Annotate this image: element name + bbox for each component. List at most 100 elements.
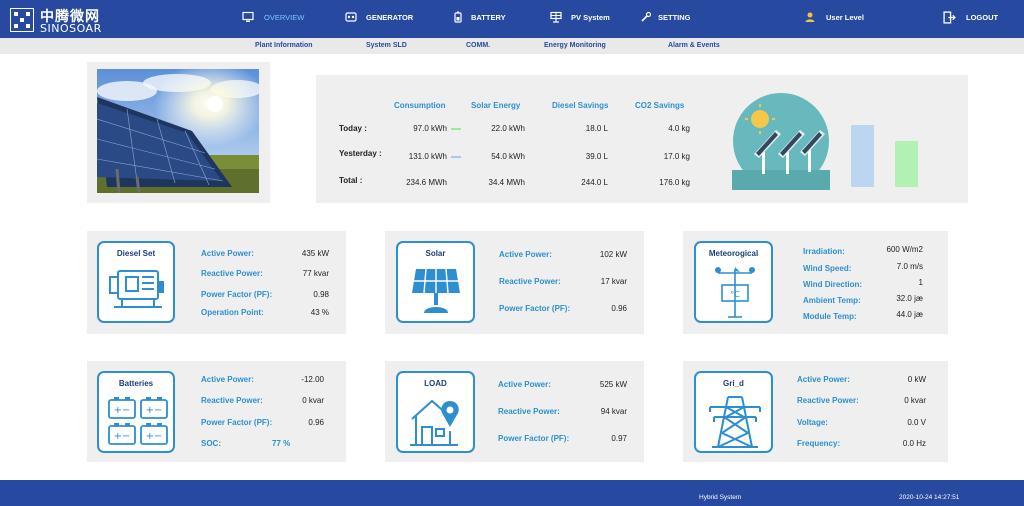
load-title: LOAD [424,379,447,388]
monitor-icon [242,11,254,22]
footer-system-name: Hybrid System [699,494,742,501]
load-panel: LOAD Active Power: 525 kW Reactive Power… [385,361,644,462]
energy-summary-panel: Consumption Solar Energy Diesel Savings … [316,75,968,203]
today-comparison-bar [895,141,918,187]
sinosoar-logo[interactable]: 中腾微网 SINOSOAR [10,6,110,35]
subnav-alarm-events[interactable]: Alarm & Events [668,42,720,49]
load-active-power-label: Active Power: [498,380,551,389]
today-legend-swatch [451,128,461,130]
meteo-wind-speed-value: 7.0 m/s [896,262,923,271]
nav-setting[interactable]: SETTING [658,13,691,22]
subnav-system-sld[interactable]: System SLD [366,42,407,49]
top-navigation-bar: 中腾微网 SINOSOAR OVERVIEW GENERATOR BATTERY… [0,0,1024,38]
batteries-soc-value: 77 % [272,439,291,448]
plant-photo-frame [87,62,270,203]
today-diesel-savings: 18.0 L [585,124,608,133]
nav-generator[interactable]: GENERATOR [366,13,414,22]
solar-farm-illustration-icon [732,93,830,190]
yesterday-comparison-bar [851,125,874,187]
solar-title: Solar [425,249,446,258]
yesterday-legend-swatch [451,156,461,158]
batteries-power-factor-label: Power Factor (PF): [201,418,273,427]
batteries-reactive-power-value: 0 kvar [302,396,324,405]
nav-logout[interactable]: LOGOUT [966,13,999,22]
today-co2-savings: 4.0 kg [668,124,690,133]
solar-panel-icon [412,268,460,313]
svg-text:°C: °C [730,290,740,299]
solar-power-factor-label: Power Factor (PF): [499,304,571,313]
subnav-energy-monitoring[interactable]: Energy Monitoring [544,42,606,49]
solar-panel-icon [550,11,562,23]
status-footer: Hybrid System 2020-10-24 14:27:51 [0,480,1024,506]
grid-active-power-value: 0 kW [907,375,926,384]
solar-active-power-label: Active Power: [499,250,552,259]
yesterday-diesel-savings: 39.0 L [585,152,608,161]
nav-battery[interactable]: BATTERY [471,13,506,22]
solar-reactive-power-label: Reactive Power: [499,277,561,286]
logo-mark-icon [10,8,34,32]
meteorological-card[interactable]: Meteorogical °C [694,241,773,323]
meteo-wind-speed-label: Wind Speed: [803,264,852,273]
meteo-wind-direction-label: Wind Direction: [803,280,863,289]
diesel-generator-icon [109,270,164,308]
row-label-total: Total : [339,176,363,185]
transmission-tower-icon [709,396,761,448]
solar-card[interactable]: Solar [396,241,475,323]
meteo-ambient-temp-value: 32.0 jæ [896,294,923,303]
logout-icon [943,11,956,24]
solar-panel: Solar Active Power: 102 kW Reactive Powe… [385,231,644,334]
batteries-soc-label: SOC: [201,439,221,448]
footer-datetime: 2020-10-24 14:27:51 [899,494,960,501]
batteries-active-power-label: Active Power: [201,375,254,384]
grid-panel: Gri_d Active Power: 0 kW Reactive Power:… [683,361,948,462]
row-label-yesterday: Yesterday : [339,149,382,158]
grid-frequency-label: Frequency: [797,439,841,448]
header-diesel-savings: Diesel Savings [552,101,609,110]
grid-card[interactable]: Gri_d [694,371,773,453]
diesel-set-panel: Diesel Set Active Power: 435 kW Reactive… [87,231,346,334]
yesterday-co2-savings: 17.0 kg [663,152,690,161]
subnav-plant-information[interactable]: Plant Information [255,42,313,49]
diesel-active-power-label: Active Power: [201,249,254,258]
svg-text:+−: +− [146,431,163,442]
header-co2-savings: CO2 Savings [635,101,685,110]
grid-reactive-power-label: Reactive Power: [797,396,859,405]
batteries-active-power-value: -12.00 [301,375,324,384]
meteo-module-temp-value: 44.0 jæ [896,310,923,319]
diesel-set-card[interactable]: Diesel Set [97,241,175,323]
nav-overview[interactable]: OVERVIEW [264,13,305,22]
load-power-factor-label: Power Factor (PF): [498,434,570,443]
grid-reactive-power-value: 0 kvar [904,396,926,405]
subnav-comm[interactable]: COMM. [466,42,491,49]
total-solar-energy: 34.4 MWh [488,178,525,187]
sub-navigation-bar: Plant Information System SLD COMM. Energ… [0,38,1024,54]
total-diesel-savings: 244.0 L [581,178,608,187]
load-card[interactable]: LOAD [396,371,475,453]
batteries-card[interactable]: Batteries +− +− +− +− [97,371,175,453]
batteries-title: Batteries [118,379,154,388]
grid-frequency-value: 0.0 Hz [902,439,926,448]
header-consumption: Consumption [394,101,446,110]
svg-text:+−: +− [114,431,131,442]
total-consumption: 234.6 MWh [406,178,447,187]
row-label-today: Today : [339,124,367,133]
meteo-module-temp-label: Module Temp: [803,312,857,321]
grid-voltage-label: Voltage: [797,418,828,427]
diesel-power-factor-label: Power Factor (PF): [201,290,273,299]
solar-reactive-power-value: 17 kvar [600,277,627,286]
diesel-operation-point-value: 43 % [310,308,329,317]
diesel-operation-point-label: Operation Point: [201,308,264,317]
nav-user-level[interactable]: User Level [826,13,864,22]
brand-name-en: SINOSOAR [40,22,102,35]
header-solar-energy: Solar Energy [471,101,521,110]
load-active-power-value: 525 kW [599,380,627,389]
solar-plant-photo [97,69,259,193]
battery-icon [454,11,462,23]
svg-text:+−: +− [146,405,163,416]
batteries-panel: Batteries +− +− +− +− Active Power: -12.00… [87,361,346,462]
nav-pv-system[interactable]: PV System [571,13,610,22]
meteo-ambient-temp-label: Ambient Temp: [803,296,861,305]
today-solar-energy: 22.0 kWh [491,124,525,133]
load-power-factor-value: 0.97 [611,434,627,443]
grid-active-power-label: Active Power: [797,375,850,384]
